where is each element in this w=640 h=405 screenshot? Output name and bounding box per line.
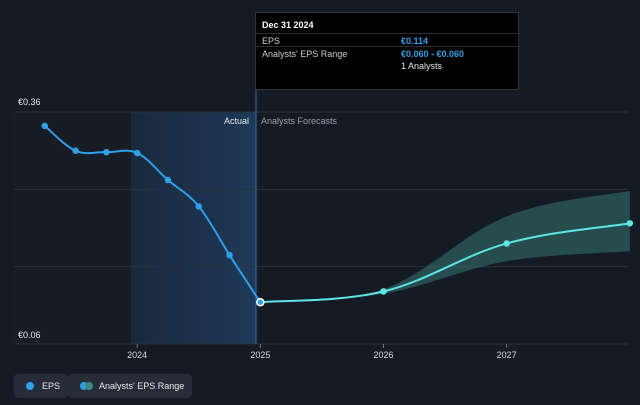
past-shade — [14, 112, 131, 344]
forecast-label: Analysts Forecasts — [261, 116, 338, 126]
eps-forecast-line — [260, 222, 631, 304]
y-max-label: €0.36 — [18, 97, 41, 107]
legend-range-dot2-icon — [85, 382, 93, 390]
legend-range-label: Analysts' EPS Range — [99, 381, 185, 391]
eps-point — [226, 251, 233, 259]
x-tick-label: 2027 — [497, 350, 517, 360]
tooltip-range-label: Analysts' EPS Range — [262, 49, 348, 59]
eps-range-band — [260, 190, 630, 303]
eps-point — [195, 203, 203, 210]
tooltip-row-eps: EPS €0.114 — [256, 33, 518, 48]
actual-region-shade — [131, 112, 256, 344]
tooltip-eps-label: EPS — [262, 36, 281, 46]
tooltip: Dec 31 2024 EPS €0.114 Analysts' EPS Ran… — [255, 12, 519, 90]
tooltip-date: Dec 31 2024 — [262, 20, 314, 30]
actual-label: Actual — [224, 116, 249, 126]
tooltip-row-range: Analysts' EPS Range €0.060 - €0.060 — [256, 46, 518, 61]
eps-forecast-point — [503, 240, 510, 247]
eps-point — [164, 176, 172, 184]
eps-point — [41, 122, 49, 130]
eps-point — [72, 147, 79, 154]
x-tick-label: 2026 — [373, 350, 393, 360]
tooltip-range-value: €0.060 - €0.060 — [401, 49, 465, 59]
eps-highlight-point — [256, 297, 265, 307]
legend-eps[interactable]: EPS — [14, 374, 69, 398]
x-tick-label: 2025 — [250, 350, 270, 360]
tooltip-analysts: 1 Analysts — [401, 61, 443, 71]
eps-point — [103, 148, 110, 156]
tooltip-eps-value: €0.114 — [401, 36, 429, 46]
x-tick-label: 2024 — [127, 350, 147, 360]
y-min-label: €0.06 — [18, 330, 41, 340]
eps-forecast-point — [626, 220, 634, 227]
eps-forecast-point — [380, 288, 387, 295]
legend-eps-range[interactable]: Analysts' EPS Range — [68, 374, 193, 398]
tooltip-row-analysts: 1 Analysts — [256, 59, 518, 73]
eps-point — [133, 149, 141, 157]
legend-eps-label: EPS — [42, 381, 61, 391]
grid — [14, 111, 628, 345]
legend-eps-dot-icon — [26, 382, 34, 390]
legend-range-dot-icon — [80, 382, 88, 390]
